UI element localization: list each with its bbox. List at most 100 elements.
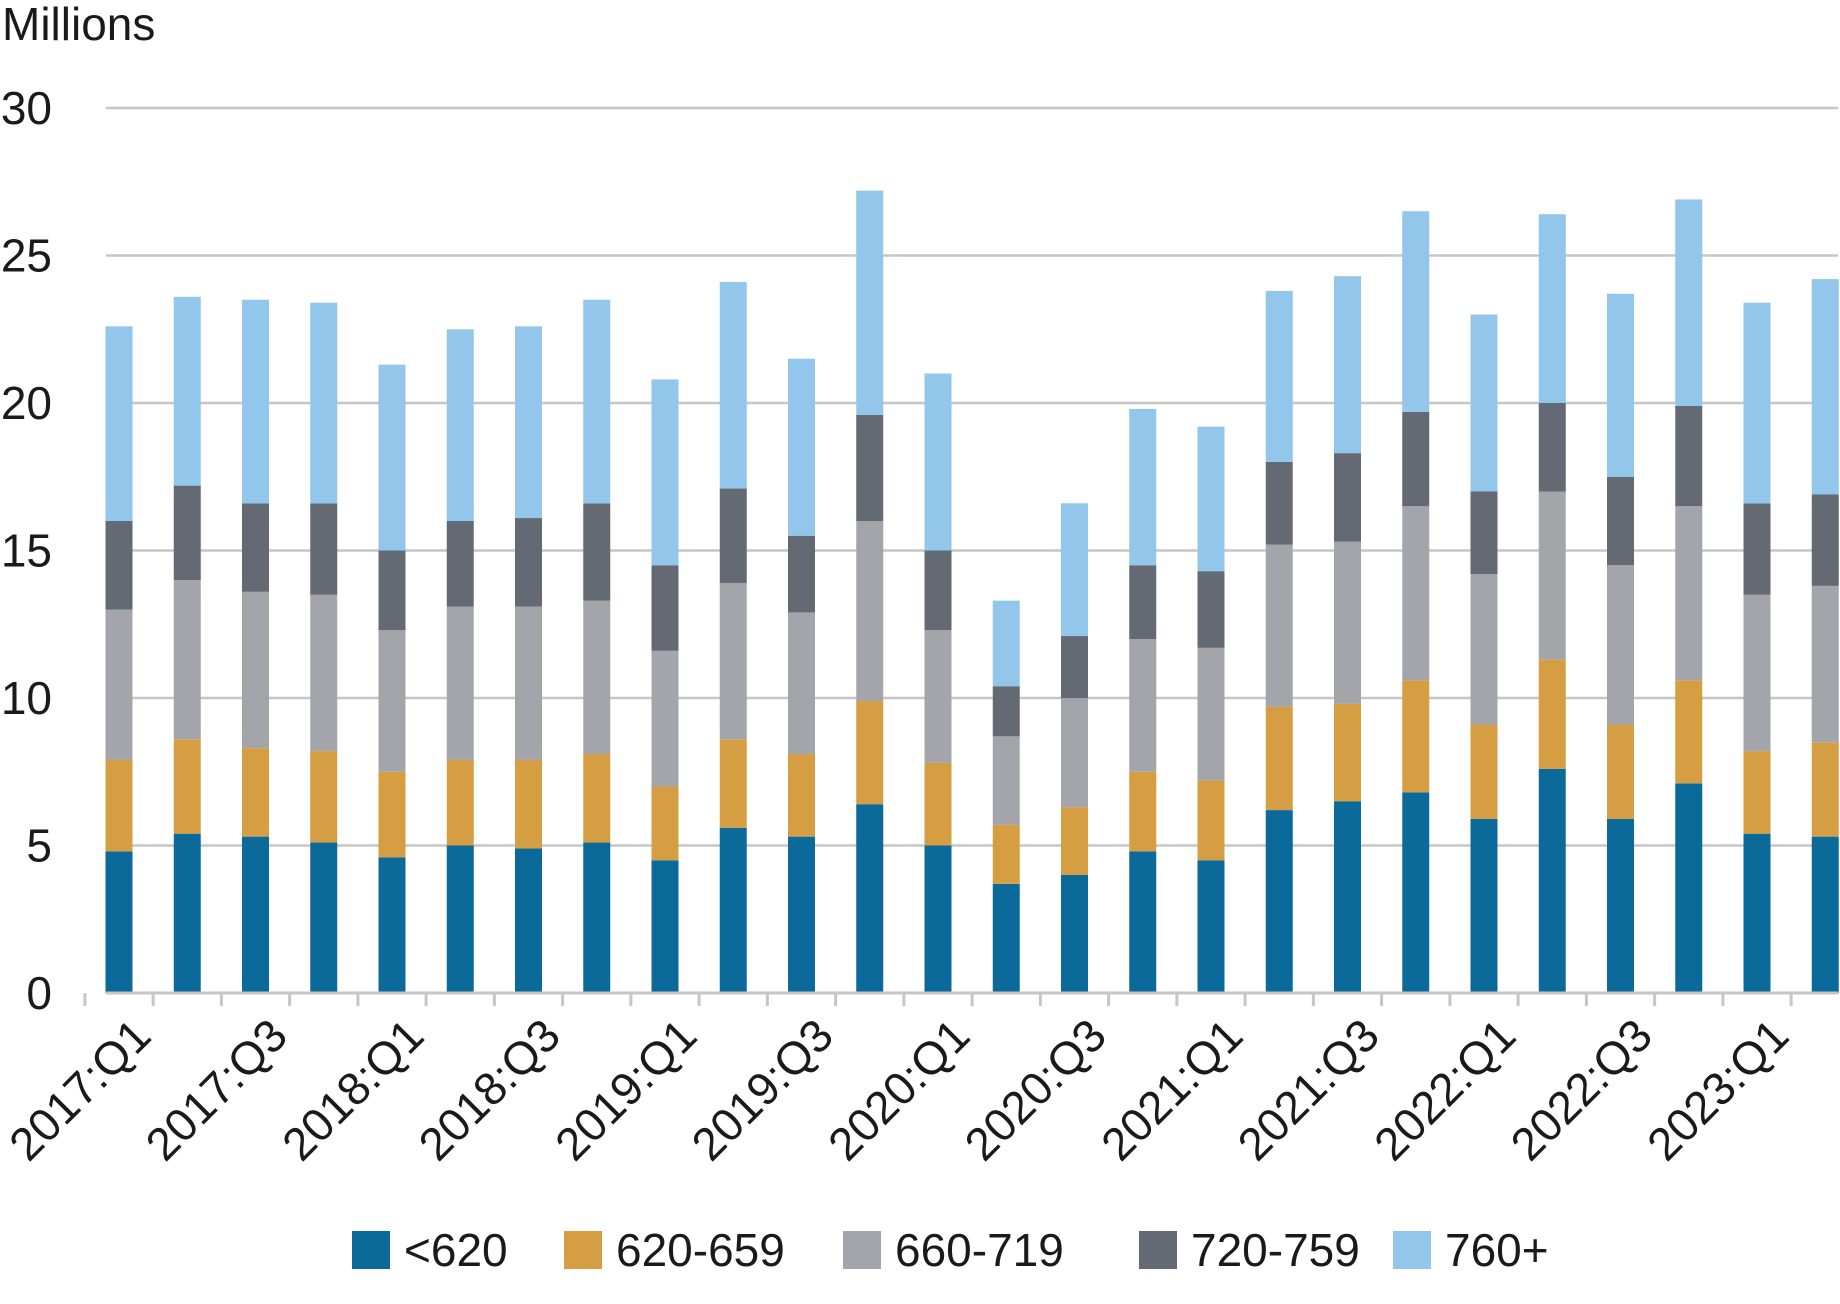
- bar-segment: [719, 582, 747, 740]
- bar-segment: [1743, 594, 1771, 752]
- bar-segment: [1743, 751, 1771, 834]
- bar-segment: [1743, 503, 1771, 595]
- bar-segment: [242, 591, 269, 749]
- bar-segment: [1743, 833, 1771, 993]
- bar-segment: [856, 521, 884, 701]
- bar-segment: [242, 748, 269, 837]
- legend-swatch: [843, 1231, 881, 1269]
- bar-segment: [1197, 780, 1225, 861]
- bar-segment: [1675, 783, 1703, 993]
- bar-segment: [1402, 411, 1430, 507]
- bar-segment: [515, 848, 542, 993]
- bar-segment: [1811, 836, 1839, 993]
- x-tick-label: 2021:Q3: [1227, 1009, 1389, 1171]
- bar-segment: [446, 329, 474, 521]
- bar-segment: [992, 883, 1020, 993]
- y-tick-label: 25: [1, 230, 52, 282]
- bar-segment: [583, 754, 611, 843]
- bar-segment: [992, 686, 1020, 737]
- bar-segment: [515, 326, 542, 519]
- bar-segment: [105, 609, 133, 760]
- bar-segment: [856, 414, 884, 521]
- bar-segment: [924, 550, 952, 631]
- y-tick-label: 30: [1, 82, 52, 134]
- bar-segment: [1675, 405, 1703, 507]
- bar-segment: [378, 364, 406, 551]
- bar-segment: [1334, 276, 1361, 454]
- bars: [105, 190, 1839, 993]
- bar-segment: [1811, 494, 1839, 586]
- bar-segment: [924, 373, 952, 551]
- bar-segment: [1334, 801, 1361, 993]
- gridlines: [106, 106, 1838, 847]
- bar-segment: [1402, 211, 1430, 412]
- bar-segment: [1265, 544, 1293, 707]
- x-tick-label: 2019:Q3: [681, 1009, 843, 1171]
- bar-segment: [1402, 680, 1430, 793]
- bar-segment: [310, 842, 338, 993]
- bar-segment: [1334, 541, 1361, 704]
- bar-segment: [1334, 453, 1361, 542]
- bar-segment: [173, 580, 201, 740]
- bar-segment: [719, 739, 747, 828]
- bar-segment: [1265, 290, 1293, 462]
- bar-segment: [1129, 639, 1157, 772]
- bar-segment: [1265, 810, 1293, 993]
- bar-segment: [1402, 792, 1430, 993]
- bar-segment: [1061, 698, 1088, 808]
- bar-segment: [1470, 574, 1498, 725]
- bar-segment: [446, 606, 474, 760]
- x-tick-label: 2020:Q3: [954, 1009, 1116, 1171]
- bar-segment: [1607, 476, 1634, 566]
- bar-segment: [105, 851, 133, 993]
- bar-segment: [788, 612, 815, 755]
- bar-segment: [242, 503, 269, 592]
- bar-segment: [788, 836, 815, 993]
- legend-swatch: [1139, 1231, 1177, 1269]
- legend-label: 660-719: [895, 1224, 1064, 1276]
- bar-segment: [1811, 742, 1839, 837]
- bar-segment: [1811, 585, 1839, 743]
- bar-segment: [1061, 875, 1088, 993]
- legend-label: 760+: [1445, 1224, 1549, 1276]
- bar-segment: [1811, 279, 1839, 495]
- bar-segment: [651, 379, 679, 566]
- bar-segment: [378, 630, 406, 772]
- bar-segment: [583, 842, 611, 993]
- bar-segment: [310, 503, 338, 595]
- bar-segment: [651, 565, 679, 651]
- y-tick-label: 20: [1, 377, 52, 429]
- bar-segment: [856, 804, 884, 993]
- bar-segment: [1538, 214, 1566, 403]
- bar-segment: [310, 751, 338, 843]
- bar-segment: [515, 759, 542, 849]
- bar-segment: [378, 550, 406, 631]
- bar-segment: [515, 518, 542, 607]
- bar-segment: [1402, 506, 1430, 681]
- bar-segment: [1470, 491, 1498, 575]
- x-tick-label: 2019:Q1: [545, 1009, 707, 1171]
- bar-segment: [583, 299, 611, 504]
- bar-segment: [1197, 426, 1225, 572]
- bar-segment: [1197, 647, 1225, 781]
- legend-swatch: [352, 1231, 390, 1269]
- legend-label: 620-659: [616, 1224, 785, 1276]
- bar-segment: [651, 650, 679, 787]
- bar-segment: [788, 358, 815, 536]
- bar-segment: [1061, 807, 1088, 875]
- legend: <620 620-659 660-719 720-759 760+: [352, 1224, 1549, 1276]
- bar-segment: [1607, 293, 1634, 477]
- bar-segment: [1607, 818, 1634, 993]
- x-tick-label: 2022:Q1: [1364, 1009, 1526, 1171]
- y-tick-label: 5: [26, 820, 52, 872]
- y-tick-label: 15: [1, 525, 52, 577]
- bar-segment: [1470, 818, 1498, 993]
- bar-segment: [788, 754, 815, 837]
- x-tick-label: 2020:Q1: [818, 1009, 980, 1171]
- bar-segment: [719, 282, 747, 489]
- bar-segment: [446, 521, 474, 607]
- bar-segment: [856, 700, 884, 805]
- bar-segment: [1061, 503, 1088, 637]
- bar-segment: [924, 762, 952, 846]
- x-tick-label: 2017:Q3: [135, 1009, 297, 1171]
